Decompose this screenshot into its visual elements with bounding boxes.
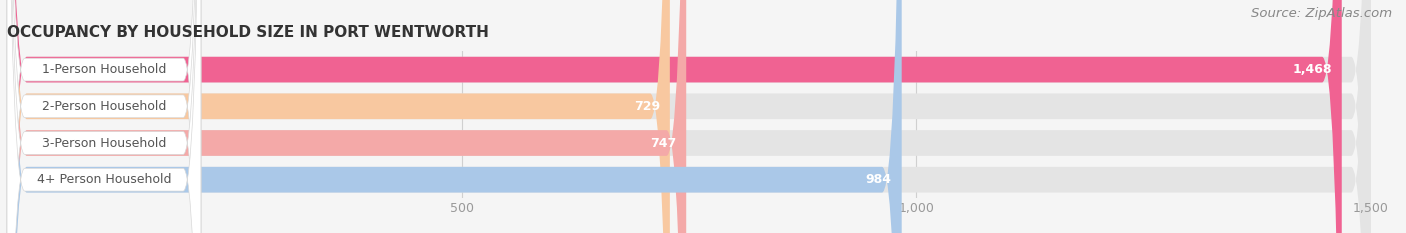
FancyBboxPatch shape: [7, 0, 201, 233]
Text: 984: 984: [866, 173, 891, 186]
FancyBboxPatch shape: [7, 0, 686, 233]
FancyBboxPatch shape: [7, 0, 1371, 233]
Text: 747: 747: [650, 137, 676, 150]
Text: 4+ Person Household: 4+ Person Household: [37, 173, 172, 186]
FancyBboxPatch shape: [7, 0, 201, 233]
Text: OCCUPANCY BY HOUSEHOLD SIZE IN PORT WENTWORTH: OCCUPANCY BY HOUSEHOLD SIZE IN PORT WENT…: [7, 24, 489, 40]
FancyBboxPatch shape: [7, 0, 201, 233]
Text: 2-Person Household: 2-Person Household: [42, 100, 166, 113]
FancyBboxPatch shape: [7, 0, 1371, 233]
Text: 3-Person Household: 3-Person Household: [42, 137, 166, 150]
FancyBboxPatch shape: [7, 0, 1341, 233]
Text: Source: ZipAtlas.com: Source: ZipAtlas.com: [1251, 7, 1392, 20]
Text: 729: 729: [634, 100, 659, 113]
FancyBboxPatch shape: [7, 0, 669, 233]
Text: 1-Person Household: 1-Person Household: [42, 63, 166, 76]
Text: 1,468: 1,468: [1292, 63, 1331, 76]
FancyBboxPatch shape: [7, 0, 1371, 233]
FancyBboxPatch shape: [7, 0, 901, 233]
FancyBboxPatch shape: [7, 0, 201, 233]
FancyBboxPatch shape: [7, 0, 1371, 233]
